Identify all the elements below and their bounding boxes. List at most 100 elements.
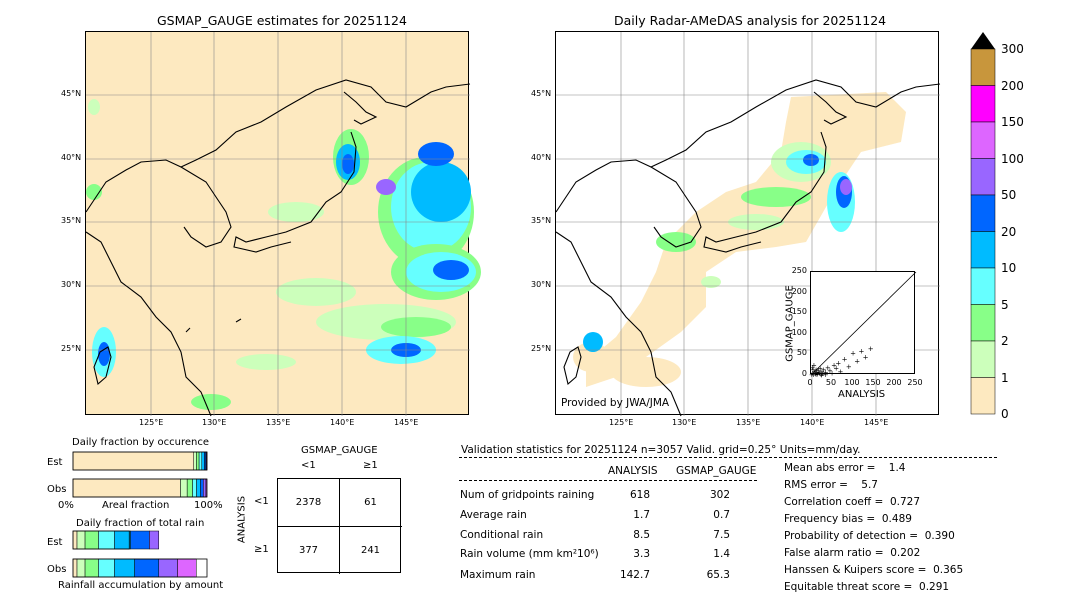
scatter-xtick: 250 <box>907 378 923 387</box>
bar-segment <box>149 530 160 550</box>
right-lat-label-40: 40°N <box>531 153 552 162</box>
scatter-ytick: 150 <box>791 307 807 317</box>
scatter-xtick: 50 <box>825 378 837 387</box>
colorbar-segment <box>970 267 996 305</box>
scatter-canvas: ++++++++++++++++++++++++++++++++++ ++ <box>809 271 917 380</box>
total-rain-label-est: Est <box>47 537 63 548</box>
occurrence-label-obs: Obs <box>47 484 67 495</box>
contingency-row-label-lt1: <1 <box>254 496 269 507</box>
scatter-point: + <box>810 366 816 374</box>
colorbar-tick-label: 5 <box>1001 297 1009 312</box>
validation-header: Validation statistics for 20251124 n=305… <box>461 444 861 456</box>
scatter-point: + <box>863 353 869 361</box>
left-lat-label-45: 45°N <box>61 89 82 98</box>
bar-segment <box>76 558 86 578</box>
scatter-point: + <box>818 371 824 379</box>
bar-segment <box>196 478 201 498</box>
bar-segment <box>98 530 115 550</box>
scatter-xtick: 200 <box>886 378 902 387</box>
right-lon-label-125: 125°E <box>609 418 634 427</box>
validation-col-analysis: ANALYSIS <box>608 465 658 477</box>
validation-row-analysis: 1.7 <box>633 509 650 521</box>
score-line: False alarm ratio = 0.202 <box>784 547 921 559</box>
validation-header-rule <box>459 457 997 458</box>
scatter-point: + <box>831 362 837 370</box>
scatter-point: + <box>810 370 816 378</box>
scatter-point: + <box>819 372 825 380</box>
scatter-point: + <box>811 368 817 376</box>
scatter-point: + <box>823 371 829 379</box>
scatter-ytick: 100 <box>791 327 807 337</box>
score-line: Correlation coeff = 0.727 <box>784 496 920 508</box>
bar-segment <box>180 478 188 498</box>
left-lon-label-130: 130°E <box>202 418 227 427</box>
left-lat-label-35: 35°N <box>61 216 82 225</box>
validation-row-gsmap: 302 <box>709 489 730 501</box>
right-lat-label-30: 30°N <box>531 280 552 289</box>
validation-row-gsmap: 65.3 <box>706 569 730 581</box>
scatter-point: + <box>850 349 856 357</box>
left-coastline <box>85 79 471 417</box>
colorbar-segment <box>970 158 996 196</box>
scatter-point: + <box>811 371 817 379</box>
bar-segment <box>186 478 193 498</box>
left-map-grid <box>86 32 470 416</box>
left-rain-field <box>86 99 481 410</box>
bar-segment <box>201 451 205 471</box>
colorbar-segment <box>970 85 996 123</box>
left-map <box>85 31 481 417</box>
bar-segment <box>158 558 178 578</box>
scatter-point: + <box>819 368 825 376</box>
scatter-point: + <box>854 358 860 366</box>
scatter-point: + <box>821 366 827 374</box>
left-lon-label-145: 145°E <box>394 418 419 427</box>
colorbar-segments <box>970 48 996 415</box>
scatter-xtick: 0 <box>807 378 813 387</box>
contingency-cell-10: 377 <box>298 545 319 556</box>
scatter-ylabel: GSMAP_GAUGE <box>784 285 796 362</box>
scatter-point: + <box>809 371 815 379</box>
occurrence-xlabel-left: 0% <box>58 500 74 511</box>
right-lon-label-135: 135°E <box>736 418 761 427</box>
validation-row-label: Average rain <box>460 509 527 521</box>
scatter-xlabel: ANALYSIS <box>838 389 886 400</box>
colorbar-tick-label: 200 <box>1001 78 1024 93</box>
colorbar-canvas <box>970 32 996 415</box>
bar-segment <box>134 558 160 578</box>
validation-row-analysis: 142.7 <box>619 569 650 581</box>
bar-segment <box>76 530 86 550</box>
contingency-cell-00: 2378 <box>295 497 322 508</box>
scatter-point: + <box>833 365 839 373</box>
validation-row-label: Rain volume (mm km²10⁶) <box>460 548 599 560</box>
bar-segment <box>98 558 115 578</box>
contingency-row-header: ANALYSIS <box>236 495 248 544</box>
bar-segment <box>202 478 207 498</box>
occurrence-xlabel-mid: Areal fraction <box>102 500 170 511</box>
scatter-point: + <box>811 362 817 370</box>
score-line: Probability of detection = 0.390 <box>784 530 955 542</box>
colorbar-segment <box>970 377 996 415</box>
scatter-point: + <box>827 367 833 375</box>
left-lon-label-125: 125°E <box>139 418 164 427</box>
right-map-canvas <box>555 32 941 417</box>
bar-segment <box>84 558 99 578</box>
bar-segment <box>72 558 78 578</box>
scatter-point: + <box>815 370 821 378</box>
colorbar-tick-label: 0 <box>1001 407 1009 421</box>
colorbar-tick-label: 50 <box>1001 188 1017 202</box>
validation-row-analysis: 618 <box>629 489 650 501</box>
left-lon-label-135: 135°E <box>266 418 291 427</box>
validation-row-gsmap: 7.5 <box>713 529 730 541</box>
total-rain-chart <box>72 530 208 578</box>
colorbar-segment <box>970 48 996 86</box>
bar-segment <box>84 530 99 550</box>
scatter-point: + <box>837 368 843 376</box>
bar-outline <box>72 478 208 498</box>
scatter-xtick: 150 <box>865 378 881 387</box>
bar-segment <box>114 558 135 578</box>
validation-row-label: Num of gridpoints raining <box>460 489 595 501</box>
occurrence-label-est: Est <box>47 457 63 468</box>
scatter-point: + <box>812 370 818 378</box>
score-line: Equitable threat score = 0.291 <box>784 581 950 593</box>
scatter-point: + <box>868 345 874 353</box>
